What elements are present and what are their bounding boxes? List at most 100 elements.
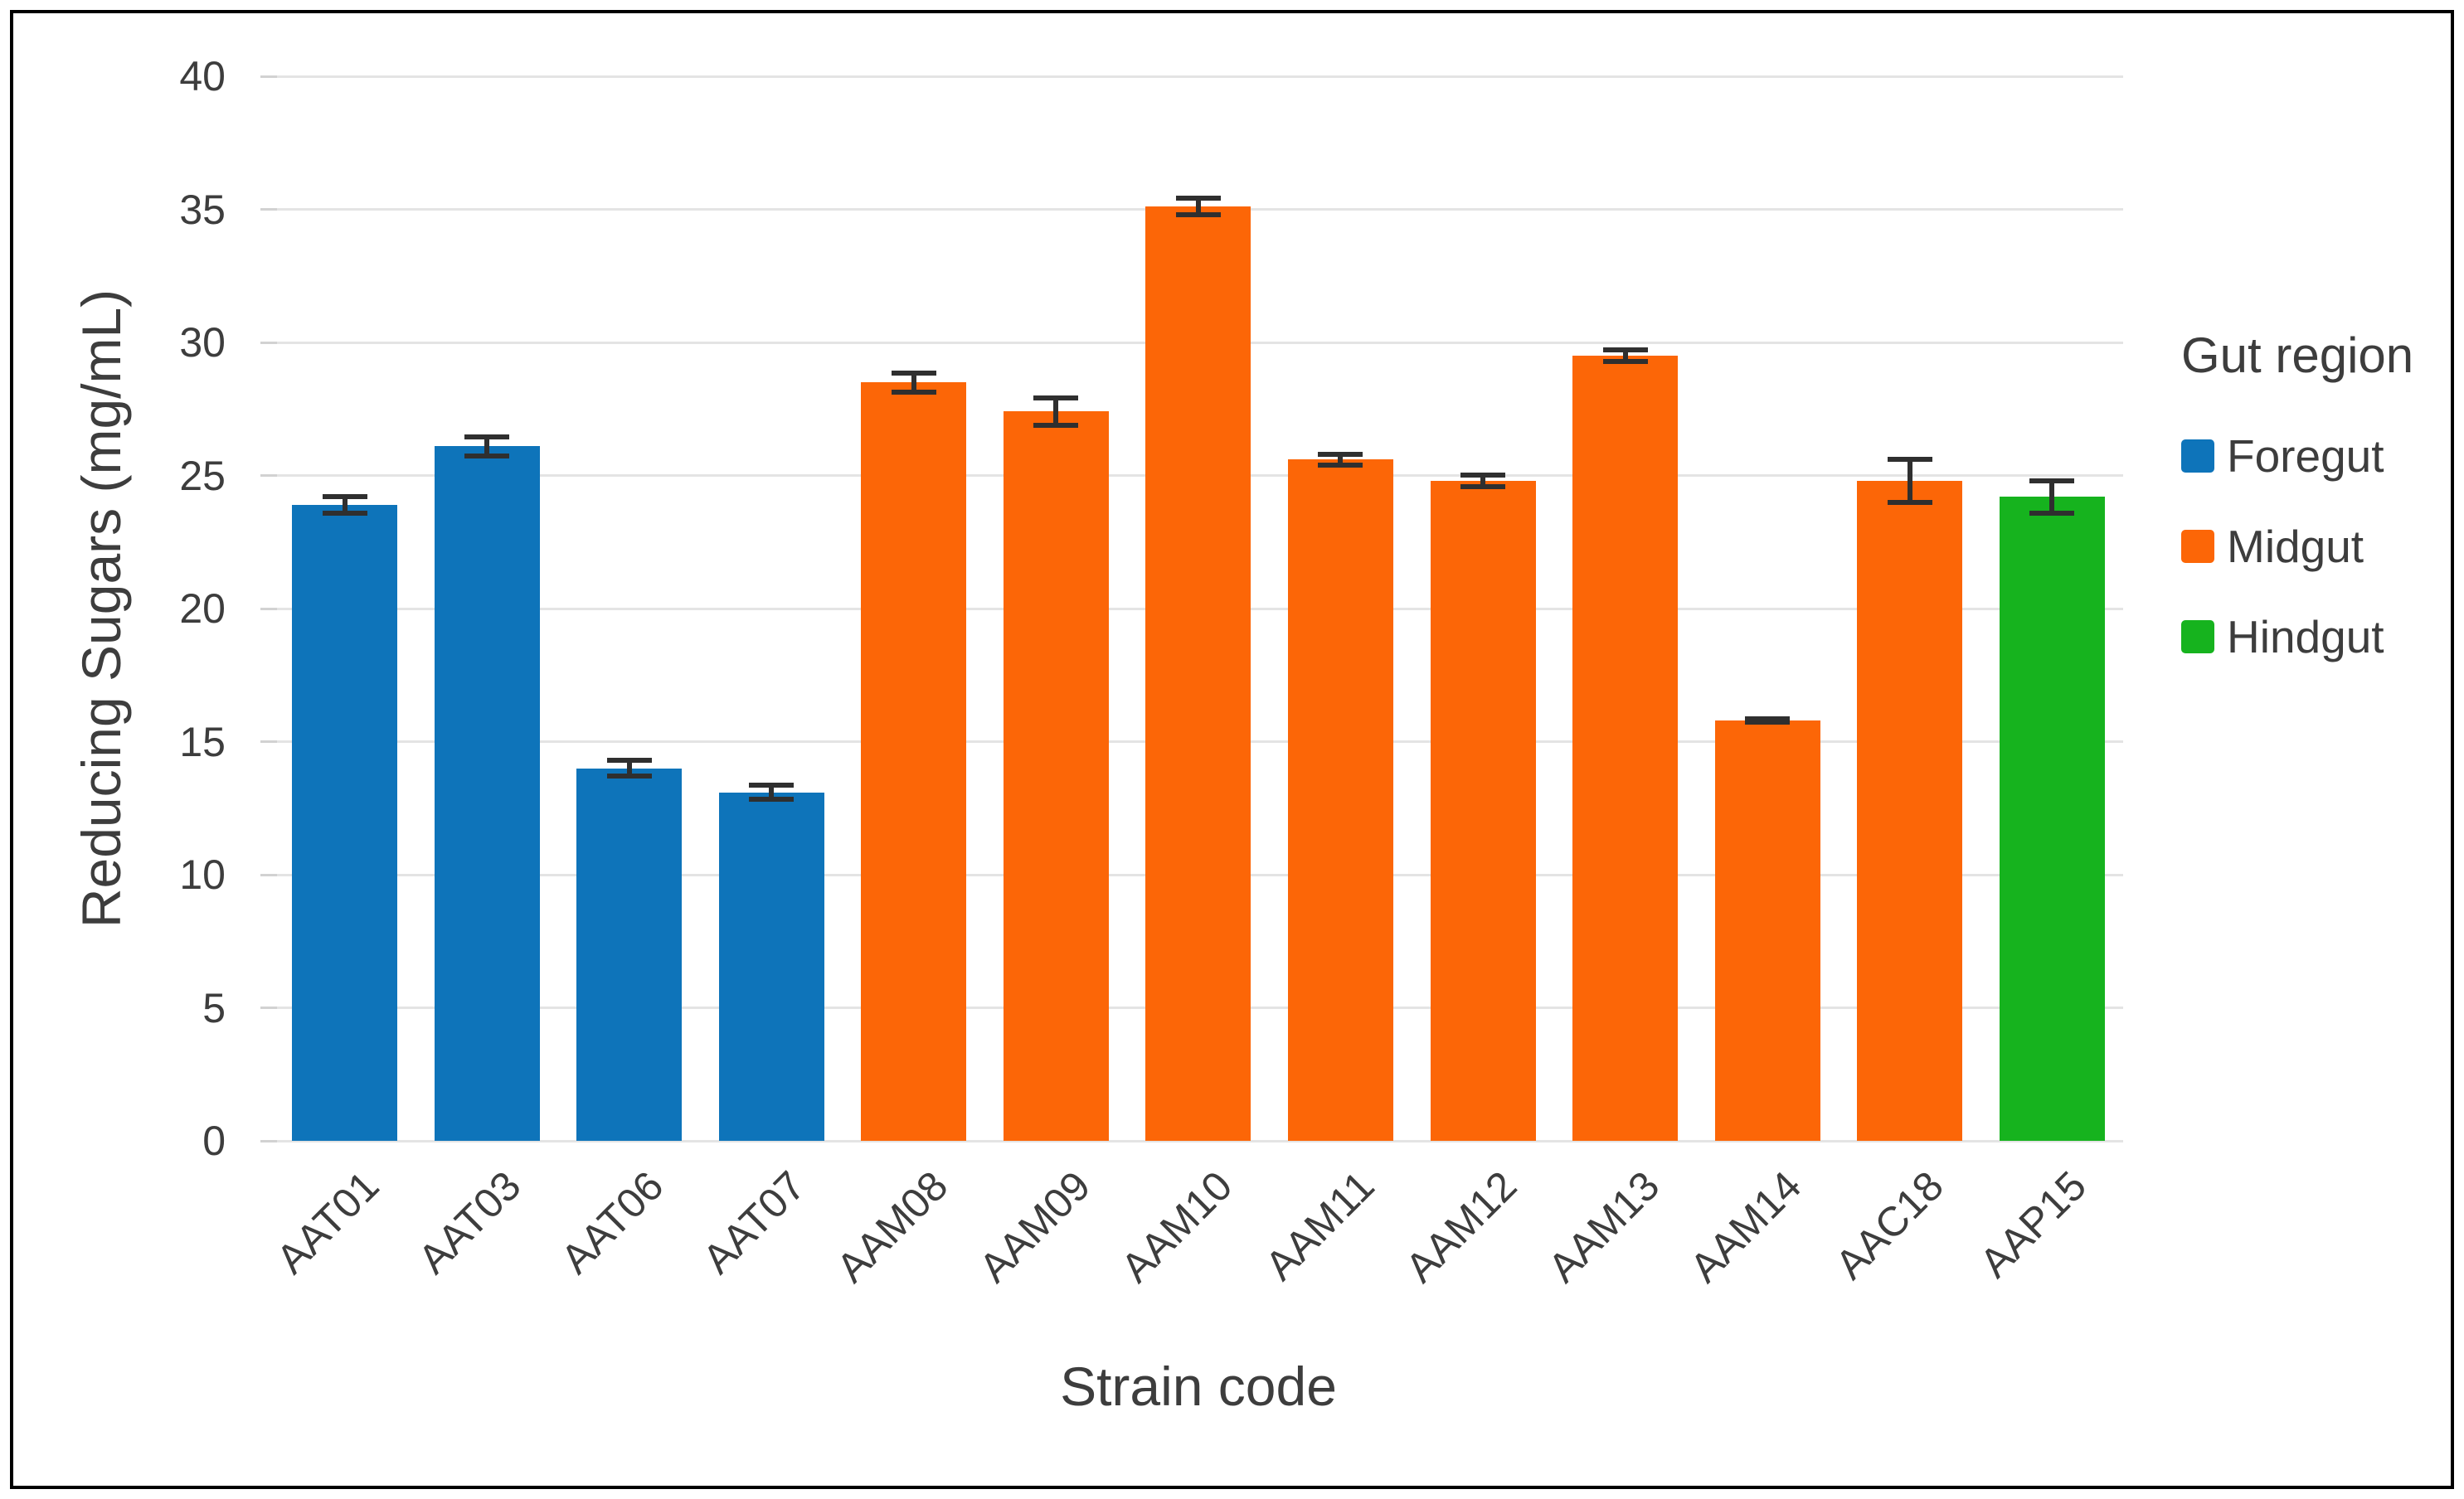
legend-title: Gut region <box>2181 327 2414 383</box>
bar-aam10 <box>1145 206 1251 1141</box>
bar-aam11 <box>1287 459 1393 1141</box>
error-bar-aat01 <box>322 493 367 516</box>
legend-item-midgut: Midgut <box>2181 523 2455 570</box>
bar-slot-aam14 <box>1696 76 1839 1141</box>
y-tickmark-20 <box>260 607 277 610</box>
x-tick-label-aap15: AAP15 <box>1971 1162 2095 1287</box>
bar-slot-aam12 <box>1412 76 1554 1141</box>
y-tick-label-10: 10 <box>179 851 226 898</box>
legend: Gut region Foregut Midgut Hindgut <box>2181 330 2455 704</box>
bar-slot-aat03 <box>416 76 559 1141</box>
bar-slot-aam11 <box>1270 76 1412 1141</box>
bar-aap15 <box>1999 497 2105 1141</box>
bar-slot-aam09 <box>985 76 1128 1141</box>
error-bar-aam09 <box>1033 395 1079 428</box>
x-tick-label-aam12: AAM12 <box>1397 1162 1526 1292</box>
foregut-swatch <box>2181 439 2214 473</box>
error-bar-aat06 <box>606 757 652 779</box>
y-tickmark-15 <box>260 740 277 743</box>
error-bar-cap-top <box>891 370 936 376</box>
bar-aam12 <box>1430 480 1536 1141</box>
error-bar-cap-top <box>1745 716 1791 722</box>
error-bar-cap-top <box>606 757 652 763</box>
bar-aat01 <box>292 504 398 1141</box>
error-bar-cap-top <box>1033 395 1079 401</box>
midgut-swatch <box>2181 530 2214 563</box>
x-tick-label-aat07: AAT07 <box>693 1162 814 1283</box>
error-bar-cap-bottom <box>891 389 936 395</box>
bar-slot-aat06 <box>558 76 701 1141</box>
error-bar-cap-top <box>464 434 510 439</box>
error-bar-aam11 <box>1318 451 1363 468</box>
legend-item-foregut: Foregut <box>2181 433 2455 479</box>
error-bar-line <box>1907 457 1912 505</box>
bar-aac18 <box>1857 480 1963 1141</box>
error-bar-cap-bottom <box>1887 499 1932 505</box>
error-bar-aam13 <box>1602 347 1648 364</box>
error-bar-line <box>626 757 632 779</box>
error-bar-cap-bottom <box>749 796 795 802</box>
y-tickmark-10 <box>260 873 277 876</box>
bars-container <box>274 76 2123 1141</box>
x-tick-label-aat03: AAT03 <box>409 1162 530 1283</box>
y-tickmark-25 <box>260 474 277 477</box>
bar-aam14 <box>1714 720 1820 1141</box>
legend-item-label: Foregut <box>2227 430 2384 482</box>
x-tick-label-aat06: AAT06 <box>552 1162 673 1283</box>
x-tick-label-aam13: AAM13 <box>1538 1162 1669 1292</box>
bar-aat06 <box>576 768 683 1141</box>
error-bar-line <box>769 783 775 802</box>
y-tick-label-40: 40 <box>179 53 226 99</box>
error-bar-aac18 <box>1887 457 1932 505</box>
y-tick-label-20: 20 <box>179 585 226 632</box>
bar-slot-aam08 <box>843 76 985 1141</box>
y-tickmark-30 <box>260 341 277 344</box>
y-tick-label-15: 15 <box>179 718 226 765</box>
y-tick-label-0: 0 <box>202 1118 226 1164</box>
x-tick-label-aam11: AAM11 <box>1256 1162 1384 1289</box>
error-bar-cap-top <box>749 783 795 788</box>
y-tickmark-0 <box>260 1139 277 1142</box>
bar-slot-aac18 <box>1839 76 1981 1141</box>
error-bar-cap-top <box>1175 196 1221 201</box>
hindgut-swatch <box>2181 620 2214 653</box>
error-bar-line <box>1480 473 1486 489</box>
bar-slot-aam13 <box>1554 76 1697 1141</box>
error-bar-cap-bottom <box>2029 510 2075 516</box>
error-bar-cap-top <box>1318 451 1363 457</box>
error-bar-line <box>911 370 916 395</box>
error-bar-cap-bottom <box>1745 719 1791 725</box>
error-bar-cap-bottom <box>1175 212 1221 218</box>
error-bar-cap-top <box>1602 347 1648 353</box>
y-tickmark-35 <box>260 208 277 211</box>
plot-area <box>260 75 2123 1142</box>
x-tick-label-aam10: AAM10 <box>1111 1162 1242 1292</box>
bar-aam09 <box>1003 411 1109 1141</box>
error-bar-aam08 <box>891 370 936 395</box>
y-axis-title: Reducing Sugars (mg/mL) <box>70 289 132 929</box>
error-bar-cap-top <box>1460 473 1506 478</box>
error-bar-line <box>1195 196 1201 218</box>
error-bar-aam10 <box>1175 196 1221 218</box>
legend-item-label: Hindgut <box>2227 611 2384 662</box>
y-tickmark-5 <box>260 1007 277 1009</box>
x-tick-label-aam08: AAM08 <box>827 1162 957 1292</box>
error-bar-cap-bottom <box>1460 483 1506 489</box>
gridline-40 <box>274 75 2123 78</box>
error-bar-cap-bottom <box>322 510 367 516</box>
bar-aam08 <box>861 382 967 1141</box>
gridline-0 <box>274 1139 2123 1142</box>
y-tick-label-35: 35 <box>179 186 226 233</box>
error-bar-line <box>2049 478 2055 516</box>
bar-slot-aat07 <box>701 76 843 1141</box>
y-tick-label-30: 30 <box>179 319 226 366</box>
bar-slot-aat01 <box>274 76 416 1141</box>
error-bar-cap-top <box>322 493 367 499</box>
bar-slot-aap15 <box>1980 76 2123 1141</box>
x-tick-label-aac18: AAC18 <box>1826 1162 1953 1288</box>
x-tick-label-aam09: AAM09 <box>970 1162 1099 1292</box>
error-bar-line <box>1622 347 1628 364</box>
error-bar-line <box>342 493 347 516</box>
x-axis-title: Strain code <box>1060 1356 1337 1417</box>
